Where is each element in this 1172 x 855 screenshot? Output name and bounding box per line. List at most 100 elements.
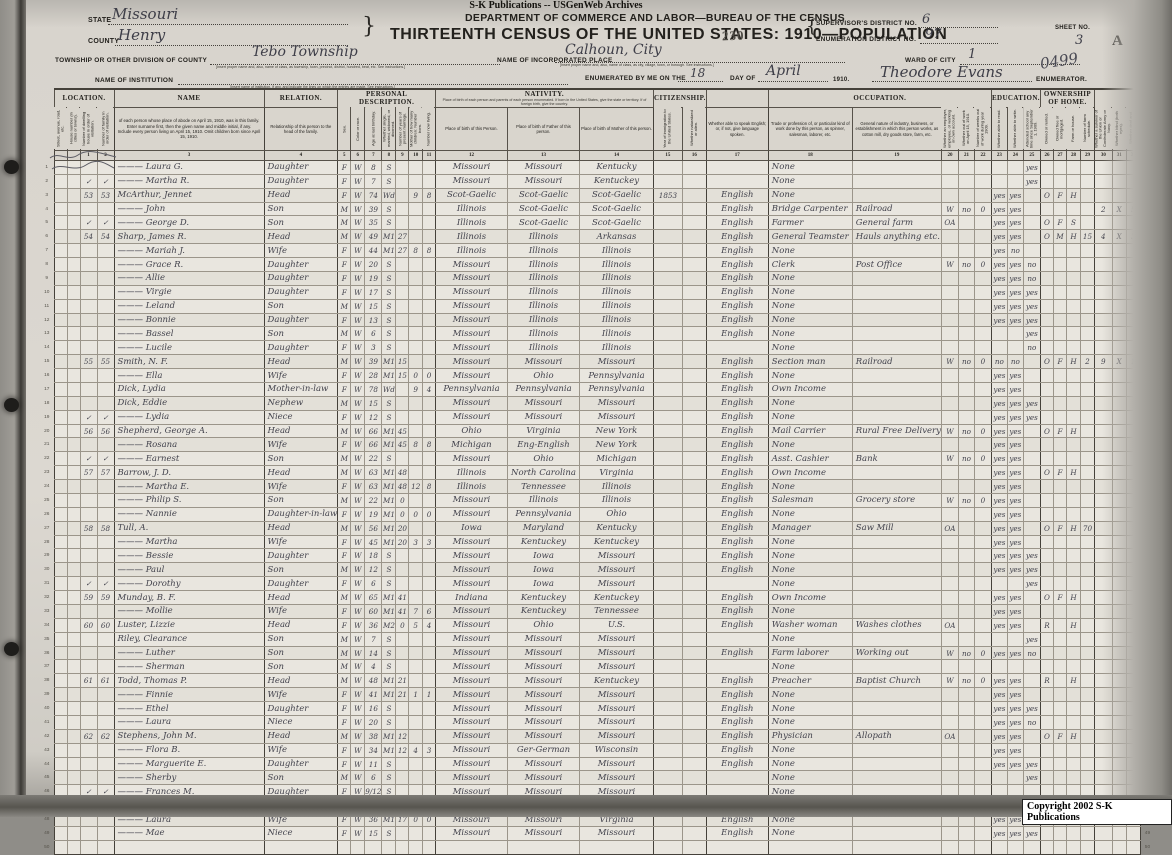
cell-bl	[1111, 825, 1127, 841]
cell-fh	[1065, 687, 1081, 703]
cell-street	[53, 451, 68, 467]
person-row: 12 ——— Bonnie Daughter F W 13 S Missouri Illinoi…	[40, 312, 1154, 328]
cell-ind: Hauls anything etc.	[851, 229, 942, 245]
cell-age: 14	[364, 645, 383, 661]
cell-mbp: Missouri	[578, 687, 654, 703]
cell-cl	[421, 520, 436, 536]
cell-rd: yes	[990, 756, 1008, 772]
cell-sex: F	[337, 340, 352, 356]
cell-wks	[973, 742, 992, 758]
cell-fbp: Missouri	[506, 687, 580, 703]
cell-or	[1039, 312, 1054, 328]
cell-or: O	[1039, 423, 1054, 439]
cell-cl	[421, 173, 436, 189]
cell-or	[1039, 839, 1054, 855]
cell-wks	[973, 159, 992, 175]
cell-yrs: 12	[395, 728, 410, 744]
line-number: 2	[45, 178, 49, 184]
cell-house	[66, 409, 81, 425]
cell-mbp: Arkansas	[578, 229, 654, 245]
cell-age: 44	[364, 243, 383, 259]
cell-trade: None	[767, 284, 853, 300]
cell-street	[53, 742, 68, 758]
cell-sch	[1022, 243, 1041, 259]
cell-age: 22	[364, 492, 383, 508]
cell-eng: English	[705, 603, 769, 619]
cell-emp	[940, 770, 959, 786]
cell-street	[53, 687, 68, 703]
cell-rd: yes	[990, 701, 1008, 716]
cell-ind	[851, 326, 942, 342]
cell-house	[66, 562, 81, 578]
line-number: 16	[44, 373, 50, 379]
cell-or	[1039, 492, 1054, 508]
cell-sex: M	[337, 298, 352, 314]
cell-bp: Missouri	[434, 368, 508, 383]
column-number: 5	[337, 149, 352, 161]
cell-dw	[79, 839, 98, 855]
cell-cb	[408, 326, 423, 342]
cell-age: 6	[364, 576, 383, 592]
ward-value: 1	[968, 47, 977, 62]
line-number: 3	[45, 192, 49, 198]
cell-street	[53, 423, 68, 439]
cell-rd: yes	[990, 395, 1008, 411]
line-number: 21	[44, 442, 50, 448]
column-number: 28	[1065, 149, 1081, 161]
cell-cb: 8	[408, 437, 423, 453]
cell-wks	[973, 714, 992, 730]
line-number: 1	[45, 164, 49, 170]
cell-fh	[1065, 312, 1081, 328]
cell-eng: English	[705, 395, 769, 411]
cell-fs	[1079, 756, 1095, 772]
cell-fh	[1065, 645, 1081, 661]
cell-nat	[681, 673, 707, 689]
punch-hole	[4, 642, 19, 656]
cell-wks	[973, 659, 992, 675]
person-row: 26 ——— Nannie Daughter-in-law F W 19 M1 0 0 0 Miss…	[40, 506, 1154, 522]
cell-wks: 0	[973, 201, 992, 217]
cell-name: Munday, B. F.	[113, 590, 265, 605]
page-stamp: 230	[721, 27, 745, 44]
cell-mbp: U.S.	[578, 617, 654, 633]
cell-age: 34	[364, 742, 383, 758]
cell-sch	[1022, 520, 1041, 536]
cell-street	[53, 340, 68, 356]
cell-emp	[940, 381, 959, 397]
cell-trade: General Teamster	[767, 229, 853, 245]
cell-rel: Mother-in-law	[263, 381, 339, 397]
cell-mbp: Kentuckey	[578, 173, 654, 189]
cell-eng	[705, 659, 769, 675]
cell-fm	[1052, 340, 1067, 356]
cell-name: Luster, Lizzie	[113, 617, 265, 633]
cell-imm	[652, 257, 683, 272]
column-description-mbp: Place of birth of Mother of this person.	[578, 106, 654, 151]
cell-cb	[408, 451, 423, 467]
cell-yrs	[395, 701, 410, 716]
cell-cl	[421, 423, 436, 439]
cell-nat	[681, 576, 707, 592]
cell-rel: Wife	[263, 437, 339, 453]
cell-ow	[957, 617, 975, 633]
dept-line: DEPARTMENT OF COMMERCE AND LABOR—BUREAU …	[465, 12, 845, 24]
cell-house	[66, 492, 81, 508]
cell-sex: M	[337, 562, 352, 578]
cell-name: ——— Grace R.	[113, 257, 265, 272]
cell-age: 28	[364, 368, 383, 383]
cell-imm	[652, 409, 683, 425]
cell-sch	[1022, 673, 1041, 689]
cell-yrs	[395, 409, 410, 425]
person-row: 44 ——— Marguerite E. Daughter F W 11 S Missouri…	[40, 756, 1154, 772]
cell-race: W	[350, 381, 366, 397]
cell-eng: English	[705, 381, 769, 397]
ward-line	[960, 63, 1080, 65]
cell-age: 78	[364, 381, 383, 397]
cell-ow: no	[957, 257, 975, 272]
cell-sch	[1022, 617, 1041, 633]
cell-wks: 0	[973, 451, 992, 467]
cell-ind	[851, 562, 942, 578]
cell-fbp: Missouri	[506, 756, 580, 772]
cell-imm	[652, 825, 683, 841]
cell-rel: Daughter	[263, 576, 339, 592]
line-number: 10	[44, 289, 50, 295]
